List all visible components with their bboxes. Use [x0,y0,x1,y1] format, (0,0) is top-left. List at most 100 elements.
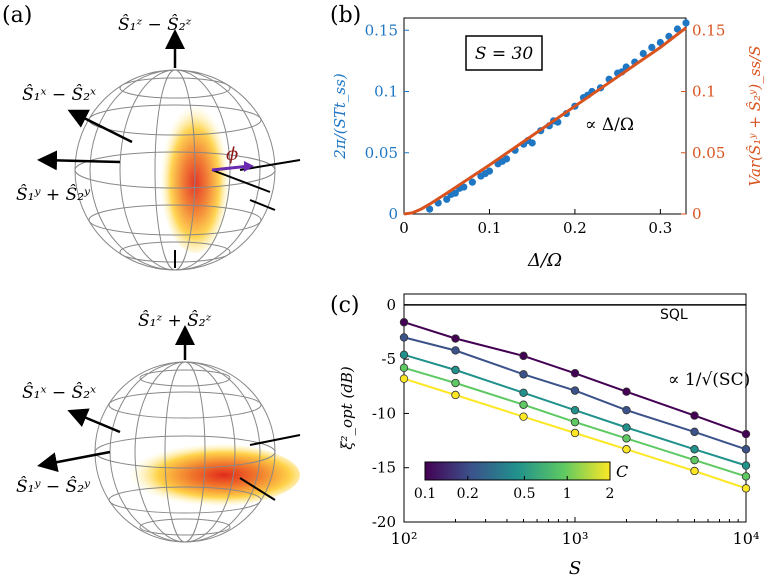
x-axis-arrow-top [67,109,133,144]
chart-c-point [451,334,460,343]
axis-label-z-top: Ŝ₁ᶻ − Ŝ₂ᶻ [118,14,192,35]
chart-b-box-label: S = 30 [475,44,534,64]
angle-label-phi: ϕ [226,144,238,165]
chart-b-point [639,49,647,58]
chart-c-annotation: ∝ 1/√(SC) [668,370,750,390]
chart-b-ytick-label-left: 0.15 [365,21,398,39]
sphere-top: Ŝ₁ᶻ − Ŝ₂ᶻ Ŝ₁ˣ − Ŝ₂ˣ Ŝ₁ʸ + Ŝ₂ʸ ϕ [16,14,301,271]
chart-c-ytick-label: 0 [386,296,396,314]
y-axis-arrow-top [37,150,121,171]
panel-label-a: (a) [2,3,32,28]
chart-b-point [648,43,656,52]
colorbar-tick-label: 0.5 [513,486,535,502]
panel-label-b: (b) [330,3,361,28]
chart-b-frame [403,17,687,215]
y-axis-arrow-bottom [37,450,111,473]
axis-label-y-top: Ŝ₁ʸ + Ŝ₂ʸ [16,184,91,205]
chart-c-point [741,461,751,470]
chart-c-point [451,346,460,355]
chart-b-ytick-label-left: 0 [388,205,398,223]
chart-c-xlabel: S [569,558,581,579]
chart-c-point [519,351,528,361]
chart-c-point [690,466,699,476]
chart-c-point [451,390,460,400]
chart-c-point [690,455,699,465]
chart-b-xlabel: Δ/Ω [527,250,562,271]
chart-b-point [426,205,434,213]
chart-b-box [465,35,543,71]
chart-c-ytick-label: -5 [381,350,396,368]
chart-c-point [399,318,409,327]
chart-c-point [741,445,751,454]
chart-b-ytick-label-right: 0.05 [692,144,725,162]
colorbar-tick-label: 0.2 [457,486,479,502]
chart-c-point [399,363,409,373]
chart-c-point [622,405,631,415]
axis-label-y-bottom: Ŝ₁ʸ − Ŝ₂ʸ [16,476,91,497]
chart-c-ytick-label: -20 [372,513,396,531]
chart-b-point [468,178,476,186]
chart-c-xtick-label: 10⁴ [733,529,760,548]
chart-b-point [528,139,536,147]
chart-c-point [741,484,751,493]
axis-label-x-bottom: Ŝ₁ˣ − Ŝ₂ˣ [22,382,96,403]
chart-c-point [399,350,409,359]
chart-b-fit-line [403,26,687,216]
colorbar-label: C [616,462,628,481]
chart-c-ytick-label: -15 [372,459,396,477]
chart-b-xtick-label: 0.1 [478,219,502,237]
chart-c-xtick-label: 10² [391,529,418,548]
chart-c-point [399,374,409,383]
chart-c-point [570,405,580,415]
chart-b-point [460,183,468,191]
chart-c-point [519,412,528,421]
chart-b-ylabel-left: 2π/(STt_ss) [331,73,349,160]
chart-c-point [741,472,751,481]
chart-b-xtick-label: 0.3 [648,219,672,237]
chart-c-point [570,417,580,427]
chart-b-point [443,195,451,203]
x-axis-arrow-bottom [67,408,121,434]
chart-c-point [690,411,699,420]
chart-c-point [622,387,631,396]
chart-c-point [519,388,528,397]
chart-c-point [451,365,460,375]
chart-c-point [622,434,631,443]
chart-c-point [399,333,409,342]
chart-b-ytick-label-left: 0.1 [374,83,398,101]
chart-c-ytick-label: -10 [372,404,396,422]
chart-b-point [682,19,690,27]
panel-label-c: (c) [330,293,360,318]
chart-b-point [451,189,459,197]
chart-c-point [622,445,631,454]
axis-label-x-top: Ŝ₁ˣ − Ŝ₂ˣ [22,84,96,105]
chart-c-point [741,429,751,439]
chart-c-xtick-label: 10³ [562,529,589,548]
chart-b-ylabel-right: Var(Ŝ₁ʸ + Ŝ₂ʸ)_ss/S [746,46,764,187]
chart-b: 0 0.1 0.2 0.30 00.05 0.050.1 0.10.15 0.15 S = 3… [331,17,764,271]
chart-c-point [690,445,699,454]
chart-b-point [502,155,511,163]
chart-b-ytick-label-right: 0.15 [692,21,725,39]
colorbar-tick-label: 0.1 [414,486,436,502]
colorbar [424,461,611,481]
chart-c-point [519,370,528,379]
chart-c-sql-label: SQL [660,307,688,323]
chart-b-xtick-label: 0.2 [563,219,587,237]
chart-c-point [570,428,580,438]
chart-c-ylabel: ξ²_opt (dB) [338,366,356,450]
chart-c-point [570,369,580,378]
chart-b-annotation: ∝ Δ/Ω [585,115,634,135]
sphere-bottom-grid [94,361,276,543]
chart-c-point [519,400,528,409]
sphere-bottom: Ŝ₁ᶻ + Ŝ₂ᶻ Ŝ₁ˣ − Ŝ₂ˣ Ŝ₁ʸ − Ŝ₂ʸ [16,310,301,543]
chart-c-point [570,386,580,395]
chart-b-ytick-label-left: 0.05 [365,144,398,162]
chart-c-point [451,378,460,388]
colorbar-tick-label: 2 [606,486,615,502]
chart-b-ytick-label-right: 0 [692,205,702,223]
phi-arrow [211,164,251,172]
colorbar-tick-label: 1 [563,486,572,502]
